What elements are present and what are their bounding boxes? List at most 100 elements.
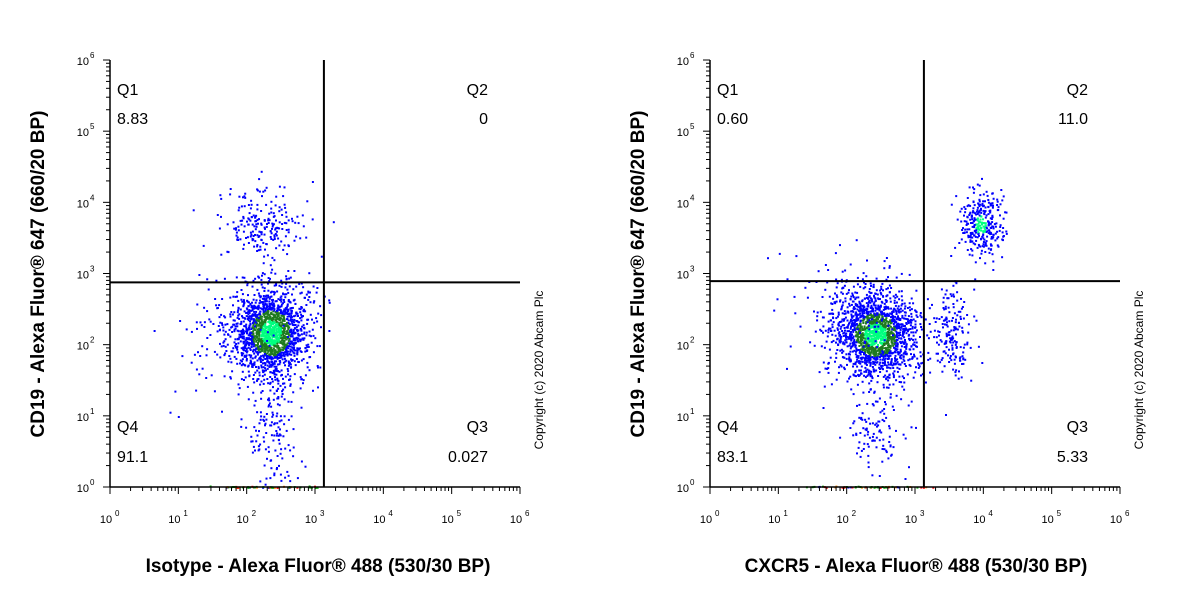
- isotype-event-dot-1671: [224, 323, 227, 326]
- cxcr5-event-dot-2139: [948, 331, 951, 333]
- isotype-event-dot-2170: [240, 322, 243, 325]
- isotype-event-dot-6: [288, 285, 291, 288]
- isotype-event-dot-962: [260, 334, 263, 337]
- isotype-event-dot-2142: [240, 418, 243, 421]
- isotype-event-dot-1281: [283, 313, 286, 316]
- isotype-event-dot-736: [274, 311, 277, 314]
- cxcr5-event-dot-1342: [884, 355, 887, 358]
- isotype-event-dot-2110: [212, 323, 215, 325]
- isotype-event-dot-552: [270, 333, 273, 336]
- cxcr5-event-dot-2040: [945, 289, 948, 292]
- cxcr5-event-dot-1176: [848, 321, 851, 324]
- cxcr5-event-dot-2312: [795, 255, 798, 258]
- cxcr5-event-dot-1090: [836, 282, 839, 285]
- cxcr5-event-dot-44: [842, 301, 845, 304]
- isotype-event-dot-179: [287, 360, 290, 363]
- isotype-event-dot-1426: [247, 328, 250, 331]
- isotype-event-dot-1866: [260, 210, 263, 212]
- isotype-event-dot-426: [315, 291, 318, 294]
- isotype-event-dot-542: [247, 301, 250, 304]
- cxcr5-event-dot-815: [855, 347, 858, 350]
- isotype-event-dot-1433: [291, 343, 294, 345]
- cxcr5-event-dot-837: [866, 374, 869, 377]
- isotype-event-dot-182: [279, 334, 281, 337]
- isotype-event-dot-403: [293, 360, 296, 363]
- isotype-event-dot-115: [303, 326, 306, 329]
- isotype-event-dot-164: [251, 307, 254, 310]
- isotype-event-dot-2061: [226, 323, 229, 326]
- isotype-event-dot-1043: [253, 343, 256, 346]
- cxcr5-event-dot-1868: [974, 212, 977, 215]
- isotype-event-dot-862: [267, 328, 270, 331]
- isotype-event-dot-1788: [239, 238, 242, 241]
- cxcr5-event-dot-5: [904, 365, 907, 367]
- isotype-event-dot-1473: [236, 311, 239, 314]
- cxcr5-event-dot-1533: [902, 332, 904, 334]
- isotype-event-dot-2054: [206, 278, 209, 281]
- isotype-event-dot-1755: [258, 218, 260, 221]
- cxcr5-event-dot-353: [903, 388, 906, 391]
- cxcr5-event-dot-2232: [867, 466, 870, 469]
- cxcr5-event-dot-2406: [856, 291, 859, 294]
- cxcr5-event-dot-2024: [961, 326, 964, 329]
- cxcr5-event-dot-1906: [991, 225, 994, 228]
- cxcr5-event-dot-2291: [867, 445, 870, 448]
- isotype-event-dot-2004: [252, 445, 255, 448]
- isotype-event-dot-819: [287, 373, 289, 376]
- cxcr5-event-dot-2161: [950, 329, 953, 332]
- isotype-event-dot-2038: [270, 405, 273, 408]
- cxcr5-event-dot-2327: [809, 341, 812, 344]
- cxcr5-event-dot-985: [890, 361, 893, 364]
- cxcr5-event-dot-349: [855, 356, 858, 359]
- cxcr5-event-dot-1244: [884, 322, 887, 325]
- isotype-event-dot-1983: [263, 362, 266, 364]
- cxcr5-event-dot-2066: [945, 316, 948, 319]
- isotype-event-dot-882: [206, 337, 209, 339]
- cxcr5-event-dot-1426: [863, 352, 866, 354]
- cxcr5-event-dot-1630: [899, 348, 902, 351]
- isotype-event-dot-448: [284, 286, 287, 289]
- cxcr5-event-dot-160: [914, 338, 917, 341]
- cxcr5-event-dot-2455: [786, 367, 788, 370]
- isotype-event-dot-1868: [243, 195, 246, 198]
- isotype-event-dot-416: [286, 315, 289, 318]
- cxcr5-event-dot-114: [845, 357, 848, 360]
- cxcr5-event-dot-1736: [970, 233, 973, 236]
- isotype-event-dot-1185: [241, 337, 244, 340]
- cxcr5-event-dot-2176: [966, 341, 969, 344]
- cxcr5-event-dot-1887: [994, 239, 997, 242]
- isotype-event-dot-2159: [207, 288, 210, 291]
- cxcr5-event-dot-1293: [889, 350, 892, 353]
- isotype-event-dot-1314: [312, 351, 315, 354]
- cxcr5-event-dot-2430: [830, 383, 833, 386]
- cxcr5-event-dot-1529: [855, 311, 858, 314]
- cxcr5-event-dot-1282: [856, 335, 859, 338]
- cxcr5-event-dot-1536: [868, 338, 871, 341]
- isotype-event-dot-463: [295, 285, 298, 288]
- isotype-event-dot-1770: [278, 244, 281, 247]
- isotype-event-dot-796: [286, 342, 289, 345]
- cxcr5-event-dot-2381: [862, 314, 865, 317]
- cxcr5-event-dot-1467: [857, 309, 860, 312]
- isotype-event-dot-628: [291, 318, 294, 321]
- cxcr5-event-dot-657: [861, 349, 864, 352]
- isotype-event-dot-1702: [283, 186, 286, 189]
- cxcr5-event-dot-916: [848, 289, 850, 292]
- cxcr5-event-dot-1509: [863, 312, 866, 315]
- isotype-event-dot-1306: [280, 334, 283, 337]
- cxcr5-event-dot-7: [907, 359, 910, 362]
- cxcr5-event-dot-1238: [886, 334, 889, 337]
- cxcr5-event-dot-2427: [828, 312, 831, 315]
- cxcr5-event-dot-2346: [875, 321, 878, 324]
- cxcr5-event-dot-2423: [855, 239, 858, 242]
- cxcr5-event-dot-664: [839, 336, 842, 339]
- cxcr5-event-dot-1668: [852, 393, 855, 396]
- isotype-event-dot-1728: [275, 219, 277, 222]
- cxcr5-event-dot-2356: [871, 318, 873, 321]
- cxcr5-event-dot-2329: [834, 292, 836, 295]
- cxcr5-event-dot-1633: [882, 333, 885, 336]
- isotype-event-dot-1363: [267, 316, 270, 319]
- cxcr5-event-dot-2166: [958, 370, 960, 373]
- cxcr5-event-dot-2374: [831, 333, 834, 336]
- isotype-event-dot-361: [276, 321, 279, 324]
